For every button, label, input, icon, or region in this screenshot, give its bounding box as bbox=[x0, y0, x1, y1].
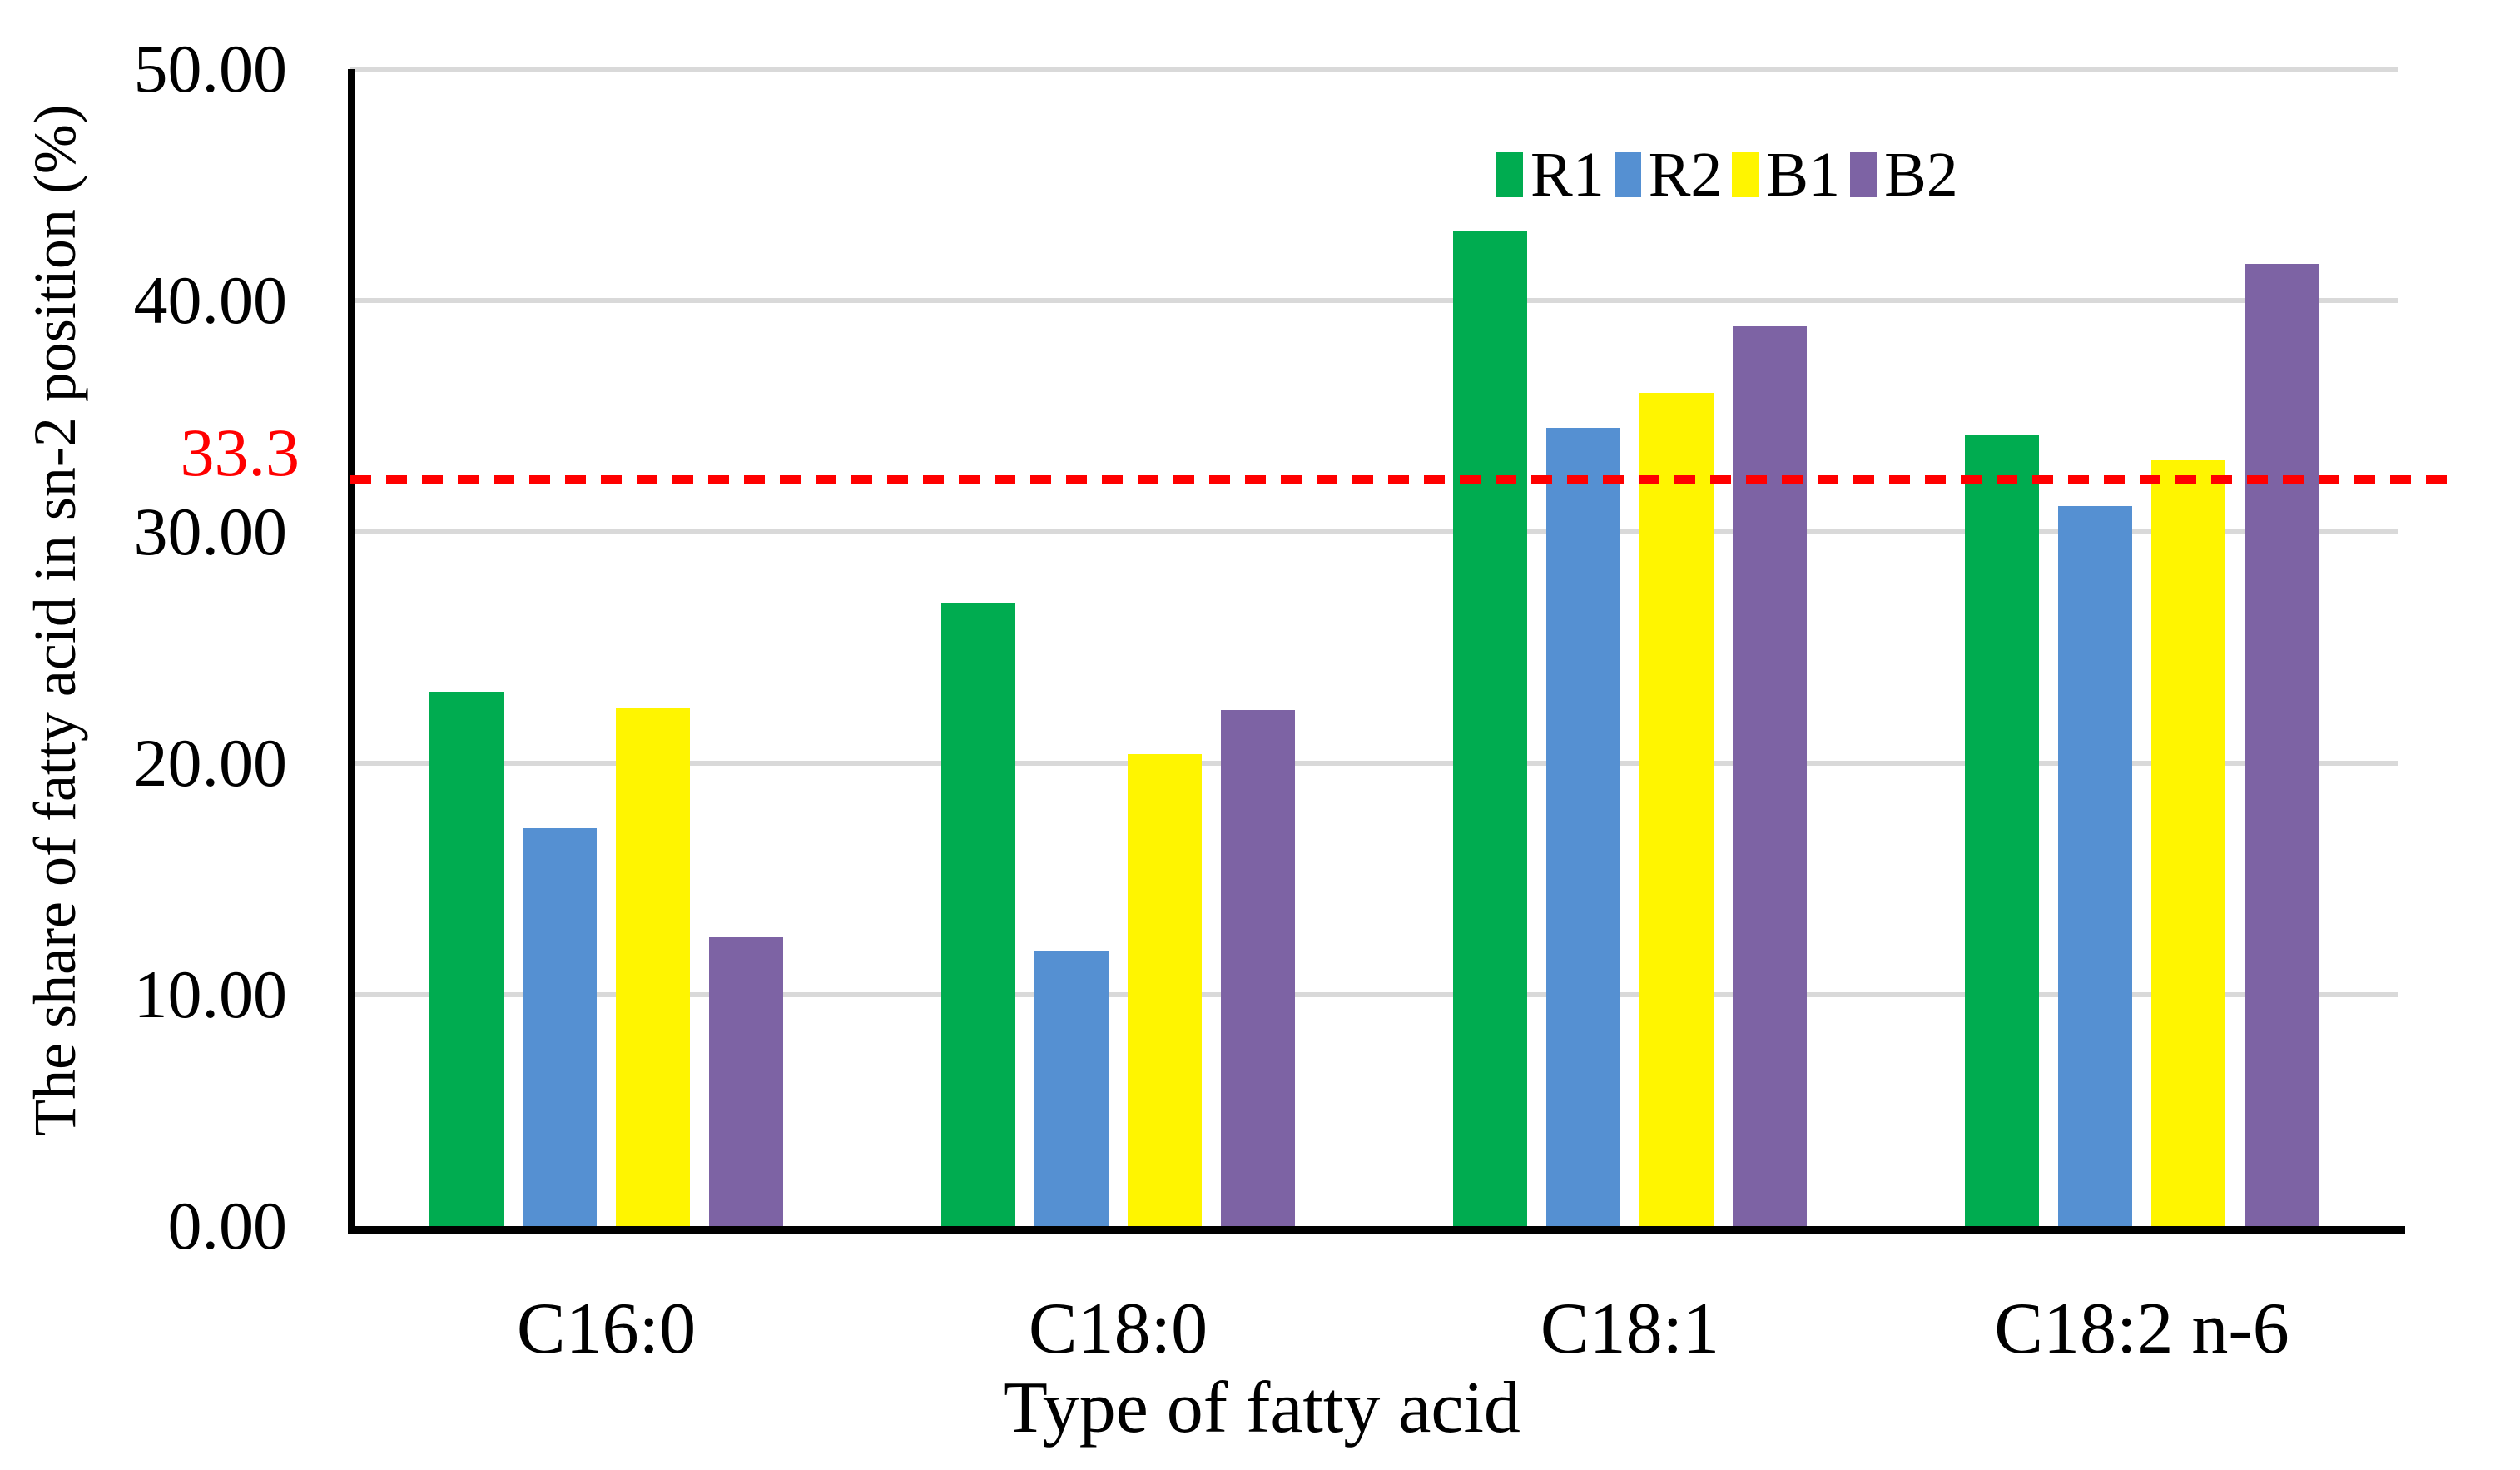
bar-B1-C16:0 bbox=[616, 708, 690, 1226]
x-axis-line bbox=[348, 1226, 2405, 1234]
x-axis-title: Type of fatty acid bbox=[1003, 1368, 1520, 1448]
y-axis-line bbox=[348, 69, 355, 1234]
x-category-label-C18:2 n-6: C18:2 n-6 bbox=[1994, 1289, 2289, 1369]
legend-label-B2: B2 bbox=[1884, 140, 1958, 210]
bar-R1-C16:0 bbox=[429, 691, 504, 1226]
legend: R1 R2 B1 B2 bbox=[1496, 143, 1958, 206]
legend-label-B1: B1 bbox=[1766, 140, 1841, 210]
x-category-label-C18:1: C18:1 bbox=[1540, 1289, 1720, 1369]
y-tick-label-10: 10.00 bbox=[133, 956, 288, 1032]
legend-label-R2: R2 bbox=[1648, 140, 1723, 210]
bar-B2-C16:0 bbox=[709, 936, 783, 1226]
legend-item-R2: R2 bbox=[1614, 140, 1723, 210]
y-tick-label-40: 40.00 bbox=[133, 262, 288, 338]
legend-swatch-B1 bbox=[1732, 152, 1759, 197]
legend-swatch-R1 bbox=[1496, 152, 1523, 197]
bar-R2-C18:2 n-6 bbox=[2058, 506, 2132, 1226]
bar-R1-C18:1 bbox=[1453, 231, 1527, 1226]
gridline-20 bbox=[350, 761, 2398, 766]
bar-B2-C18:0 bbox=[1221, 710, 1295, 1226]
bar-B2-C18:2 n-6 bbox=[2245, 263, 2319, 1226]
gridline-30 bbox=[350, 529, 2398, 534]
legend-item-R1: R1 bbox=[1496, 143, 1605, 206]
x-category-label-C16:0: C16:0 bbox=[516, 1289, 697, 1369]
gridline-10 bbox=[350, 992, 2398, 997]
gridline-50 bbox=[350, 67, 2398, 72]
legend-swatch-R2 bbox=[1614, 152, 1641, 197]
y-tick-label-0: 0.00 bbox=[167, 1188, 288, 1264]
bar-R2-C18:1 bbox=[1546, 427, 1620, 1226]
bar-R2-C16:0 bbox=[523, 827, 597, 1226]
bar-R2-C18:0 bbox=[1034, 951, 1109, 1226]
legend-swatch-B2 bbox=[1850, 152, 1878, 197]
legend-label-R1: R1 bbox=[1530, 140, 1605, 210]
y-tick-label-50: 50.00 bbox=[133, 31, 288, 107]
y-tick-label-30: 30.00 bbox=[133, 494, 288, 569]
bar-B2-C18:1 bbox=[1733, 325, 1807, 1226]
gridline-40 bbox=[350, 298, 2398, 303]
bar-R1-C18:0 bbox=[941, 603, 1015, 1226]
legend-item-B2: B2 bbox=[1850, 143, 1958, 206]
reference-line-label: 33.3 bbox=[180, 415, 300, 491]
bar-R1-C18:2 n-6 bbox=[1965, 435, 2039, 1226]
legend-item-B1: B1 bbox=[1732, 143, 1840, 206]
bar-B1-C18:0 bbox=[1128, 753, 1202, 1226]
bar-B1-C18:2 n-6 bbox=[2151, 459, 2225, 1226]
reference-line-33.3 bbox=[350, 475, 2458, 484]
bar-B1-C18:1 bbox=[1639, 393, 1714, 1226]
y-tick-label-20: 20.00 bbox=[133, 725, 288, 801]
x-category-label-C18:0: C18:0 bbox=[1028, 1289, 1208, 1369]
